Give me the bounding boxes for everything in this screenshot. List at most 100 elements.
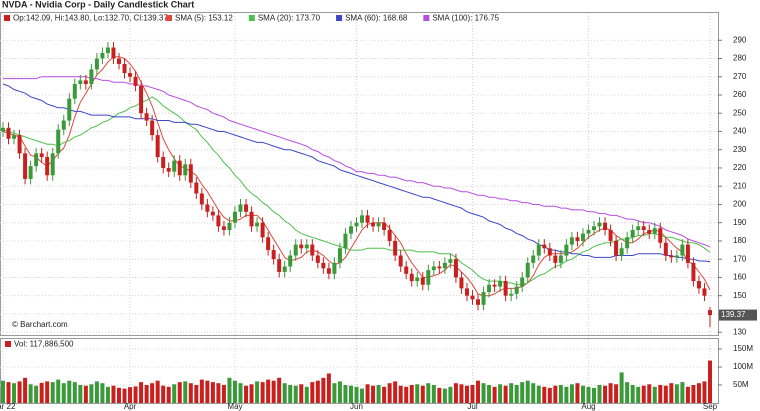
volume-bar	[12, 383, 17, 403]
volume-bar	[155, 380, 160, 403]
candle-body	[105, 47, 110, 54]
candle-body	[34, 153, 39, 167]
volume-bar	[343, 385, 348, 403]
volume-bar	[34, 385, 39, 403]
volume-bar	[183, 381, 188, 403]
volume-bar	[194, 385, 199, 403]
volume-bar	[39, 382, 44, 403]
candle-body	[150, 120, 155, 136]
volume-bar	[680, 382, 685, 403]
volume-bar	[464, 385, 469, 403]
volume-bar	[663, 385, 668, 403]
volume-bar	[255, 381, 260, 403]
candle-body	[354, 222, 359, 227]
volume-bar	[288, 385, 293, 403]
candle-body	[597, 222, 602, 227]
volume-bar	[702, 381, 707, 403]
volume-bar	[387, 383, 392, 403]
volume-swatch	[5, 341, 11, 347]
candle-body	[94, 58, 99, 70]
candle-body	[249, 211, 254, 227]
volume-bar	[72, 382, 77, 403]
candle-body	[260, 222, 265, 238]
volume-bar	[321, 377, 326, 403]
volume-bar	[652, 386, 657, 403]
legend-label: SMA (60): 168.68	[345, 14, 408, 23]
volume-bar	[487, 385, 492, 403]
candle-body	[409, 273, 414, 282]
volume-bar	[536, 385, 541, 403]
volume-bar	[448, 386, 453, 403]
volume-bar	[674, 384, 679, 403]
volume-bar	[17, 381, 22, 403]
candle-body	[658, 228, 663, 243]
candle-body	[448, 259, 453, 263]
candle-body	[232, 211, 237, 223]
volume-bar	[116, 387, 121, 403]
volume-bar	[619, 372, 624, 403]
volume-bar	[531, 383, 536, 403]
volume-bar	[94, 381, 99, 403]
candle-body	[188, 164, 193, 183]
legend-swatch	[248, 15, 255, 21]
candle-body	[415, 277, 420, 282]
volume-bar	[227, 377, 232, 403]
volume-bar	[128, 387, 133, 403]
volume-bar	[277, 377, 282, 403]
candle-body	[337, 248, 342, 263]
legend-swatch	[336, 15, 343, 21]
candle-body	[194, 182, 199, 194]
volume-bar	[525, 380, 530, 403]
candle-body	[459, 277, 464, 289]
volume-bar	[603, 385, 608, 403]
candle-body	[569, 237, 574, 245]
volume-bar	[100, 383, 105, 403]
candle-body	[492, 284, 497, 287]
volume-bar	[459, 384, 464, 403]
x-tick-label: May	[227, 402, 242, 411]
volume-bar	[542, 386, 547, 403]
candle-body	[116, 58, 121, 64]
volume-bar	[514, 385, 519, 403]
volume-bar	[50, 382, 55, 403]
x-tick-label: Jul	[467, 402, 477, 411]
candle-body	[343, 233, 348, 249]
candle-body	[514, 286, 519, 294]
candle-body	[708, 310, 712, 316]
volume-bar	[271, 380, 276, 403]
volume-bar	[553, 385, 558, 403]
y-tick-label: 130	[733, 327, 747, 336]
candle-body	[558, 255, 563, 263]
y-tick-label: 100M	[733, 362, 753, 371]
x-tick-label: Jun	[350, 402, 363, 411]
sma-line	[2, 96, 711, 286]
candle-body	[1, 127, 5, 132]
volume-bar	[232, 380, 237, 403]
candle-body	[536, 244, 541, 256]
candle-body	[630, 230, 635, 238]
candle-body	[310, 244, 315, 256]
volume-bar	[105, 386, 110, 403]
candle-body	[641, 226, 646, 230]
x-tick-label: Aug	[581, 402, 595, 411]
volume-bar	[61, 383, 66, 403]
volume-bar	[111, 385, 116, 403]
volume-bar	[592, 387, 597, 403]
volume-bar	[172, 384, 177, 403]
candle-body	[365, 215, 370, 223]
volume-bar	[569, 384, 574, 403]
candle-body	[691, 262, 696, 282]
candle-body	[122, 63, 127, 74]
volume-bar	[481, 383, 486, 403]
candle-body	[542, 244, 547, 249]
candle-body	[89, 69, 94, 85]
y-tick-label: 190	[733, 218, 747, 227]
volume-bar	[266, 379, 271, 403]
candle-body	[652, 228, 657, 234]
y-tick-label: 170	[733, 254, 747, 263]
candle-body	[177, 160, 182, 176]
candle-body	[498, 281, 503, 287]
candle-body	[67, 98, 72, 121]
volume-bar	[315, 380, 320, 403]
volume-bar	[177, 382, 182, 403]
